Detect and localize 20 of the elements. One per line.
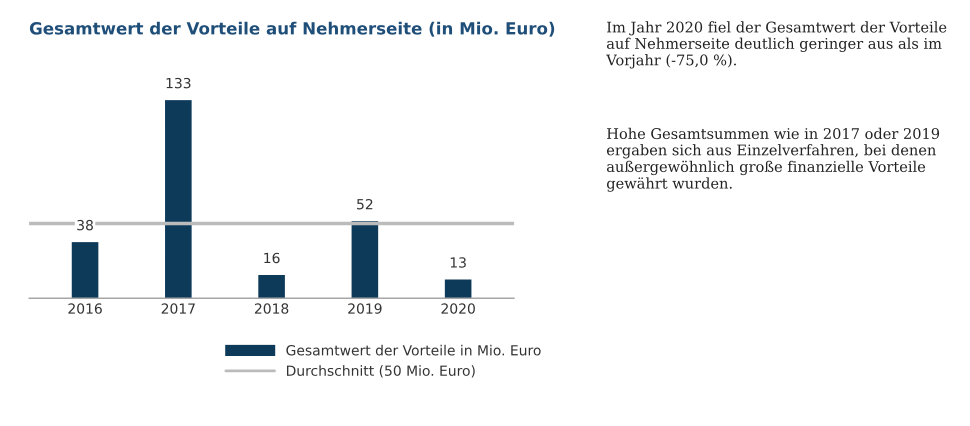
x-tick-label: 2020 — [441, 303, 475, 314]
data-label: 13 — [450, 257, 466, 268]
legend-label: Durchschnitt (50 Mio. Euro) — [286, 365, 475, 378]
x-tick-label: 2016 — [68, 303, 102, 314]
text: Hohe Gesamtsummen wie in 2017 oder 2019 ergaben sich aus Einzelverfahren, bei denen außergewöhnlich große finanzielle Vorteile gewährt wurden. — [606, 128, 940, 192]
bar — [164, 98, 194, 298]
chart-title: Gesamtwert der Vorteile auf Nehmerseite (in Mio. Euro) — [30, 22, 554, 37]
x-tick-label: 2019 — [348, 303, 382, 314]
text: Im Jahr 2020 fiel der Gesamtwert der Vorteile auf Nehmerseite deutlich geringer aus als im Vorjahr (-75,0 %). — [606, 21, 946, 68]
bar — [443, 278, 473, 298]
data-label: 38 — [77, 220, 93, 230]
data-label: 133 — [166, 78, 190, 88]
legend-label: Gesamtwert der Vorteile in Mio. Euro — [286, 344, 541, 356]
x-tick-label: 2017 — [162, 303, 195, 314]
bar — [350, 220, 380, 298]
bar — [256, 274, 286, 298]
bar — [70, 240, 100, 298]
data-label: 16 — [264, 252, 280, 264]
data-label: 52 — [357, 198, 372, 210]
x-tick-label: 2018 — [254, 303, 288, 314]
